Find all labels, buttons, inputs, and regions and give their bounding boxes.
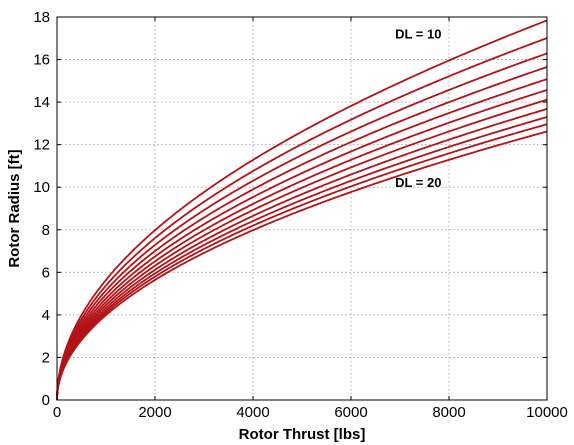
y-axis-ticks: 0 2 4 6 8 10 12 14 16 18 — [33, 9, 547, 409]
series-line-11 — [56, 130, 548, 401]
y-tick-label: 14 — [33, 94, 50, 111]
y-tick-label: 4 — [42, 307, 50, 324]
annotation-2: DL = 20 — [395, 175, 441, 190]
series-line-3 — [56, 52, 548, 401]
plot-area — [56, 16, 548, 401]
grid-lines — [57, 17, 547, 400]
y-tick-label: 8 — [42, 222, 50, 239]
x-tick-label: 4000 — [236, 404, 269, 421]
y-tick-label: 12 — [33, 137, 50, 154]
y-axis-label: Rotor Radius [ft] — [6, 149, 23, 267]
x-tick-label: 2000 — [138, 404, 171, 421]
x-axis-label: Rotor Thrust [lbs] — [239, 426, 366, 443]
series-line-4 — [56, 66, 548, 401]
series-line-2 — [56, 37, 548, 401]
series-line-1 — [56, 19, 548, 401]
y-tick-label: 6 — [42, 264, 50, 281]
data-series — [56, 19, 548, 401]
y-tick-label: 0 — [42, 392, 50, 409]
x-tick-label: 0 — [53, 404, 61, 421]
x-axis-ticks: 0 2000 4000 6000 8000 10000 — [53, 17, 568, 421]
y-tick-label: 2 — [42, 349, 50, 366]
y-tick-label: 16 — [33, 52, 50, 69]
y-tick-label: 18 — [33, 9, 50, 26]
annotation-1: DL = 10 — [395, 26, 441, 41]
x-tick-label: 6000 — [334, 404, 367, 421]
x-tick-label: 10000 — [526, 404, 568, 421]
annotations: DL = 10 DL = 20 — [395, 26, 441, 190]
y-tick-label: 10 — [33, 179, 50, 196]
x-tick-label: 8000 — [432, 404, 465, 421]
